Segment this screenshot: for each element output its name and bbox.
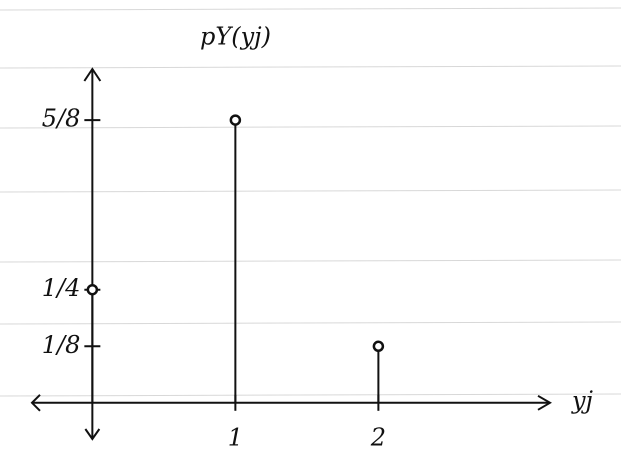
y-tick-label: 1/8 xyxy=(42,331,81,359)
y-axis-label: pY(yj) xyxy=(200,23,271,51)
stem-marker xyxy=(88,285,97,294)
chart: pY(yj) yj 1/8 1/4 5/8 1 2 xyxy=(0,0,621,456)
x-tick-label: 1 xyxy=(228,423,243,451)
x-axis-label: yj xyxy=(571,387,594,415)
y-tick-label: 5/8 xyxy=(42,105,81,133)
y-tick-label: 1/4 xyxy=(42,274,81,302)
x-tick-label: 2 xyxy=(370,423,386,451)
stem-marker xyxy=(231,116,240,125)
stem-marker xyxy=(374,342,383,351)
